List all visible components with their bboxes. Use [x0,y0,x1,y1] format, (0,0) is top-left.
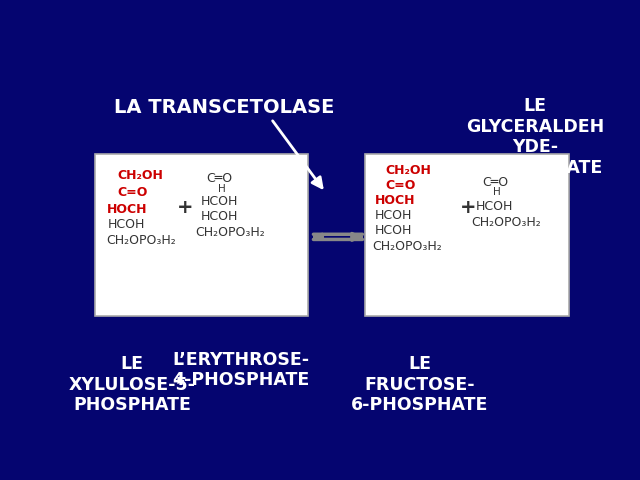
Text: C=O: C=O [385,179,415,192]
Text: H: H [218,184,226,194]
Text: +: + [177,198,193,217]
Bar [365,154,568,316]
Text: C=O: C=O [117,186,148,199]
Text: L’ERYTHROSE-
4-PHOSPHATE: L’ERYTHROSE- 4-PHOSPHATE [173,350,310,389]
Text: LE
XYLULOSE-5-
PHOSPHATE: LE XYLULOSE-5- PHOSPHATE [68,355,196,415]
Text: HCOH: HCOH [200,210,238,223]
Text: LA TRANSCETOLASE: LA TRANSCETOLASE [114,98,334,117]
Text: LE
GLYCERALDEH
YDE-
3-PHOSPHATE: LE GLYCERALDEH YDE- 3-PHOSPHATE [466,97,604,177]
Text: CH₂OPO₃H₂: CH₂OPO₃H₂ [471,216,541,228]
Text: LE
FRUCTOSE-
6-PHOSPHATE: LE FRUCTOSE- 6-PHOSPHATE [351,355,488,415]
Text: +: + [460,198,476,217]
Text: HOCH: HOCH [108,203,148,216]
Text: HCOH: HCOH [200,194,238,207]
Text: H: H [493,187,501,197]
Text: CH₂OPO₃H₂: CH₂OPO₃H₂ [106,234,175,247]
Text: HCOH: HCOH [375,224,413,237]
Text: CH₂OH: CH₂OH [117,169,163,182]
Text: HCOH: HCOH [375,209,413,222]
Text: C═O: C═O [207,172,232,185]
Text: HCOH: HCOH [108,218,145,231]
Text: CH₂OPO₃H₂: CH₂OPO₃H₂ [196,226,266,239]
Text: HCOH: HCOH [476,200,513,213]
Text: CH₂OPO₃H₂: CH₂OPO₃H₂ [372,240,442,252]
Text: C═O: C═O [482,176,508,189]
Text: CH₂OH: CH₂OH [385,164,431,177]
Text: HOCH: HOCH [375,194,415,207]
Bar [95,154,308,316]
